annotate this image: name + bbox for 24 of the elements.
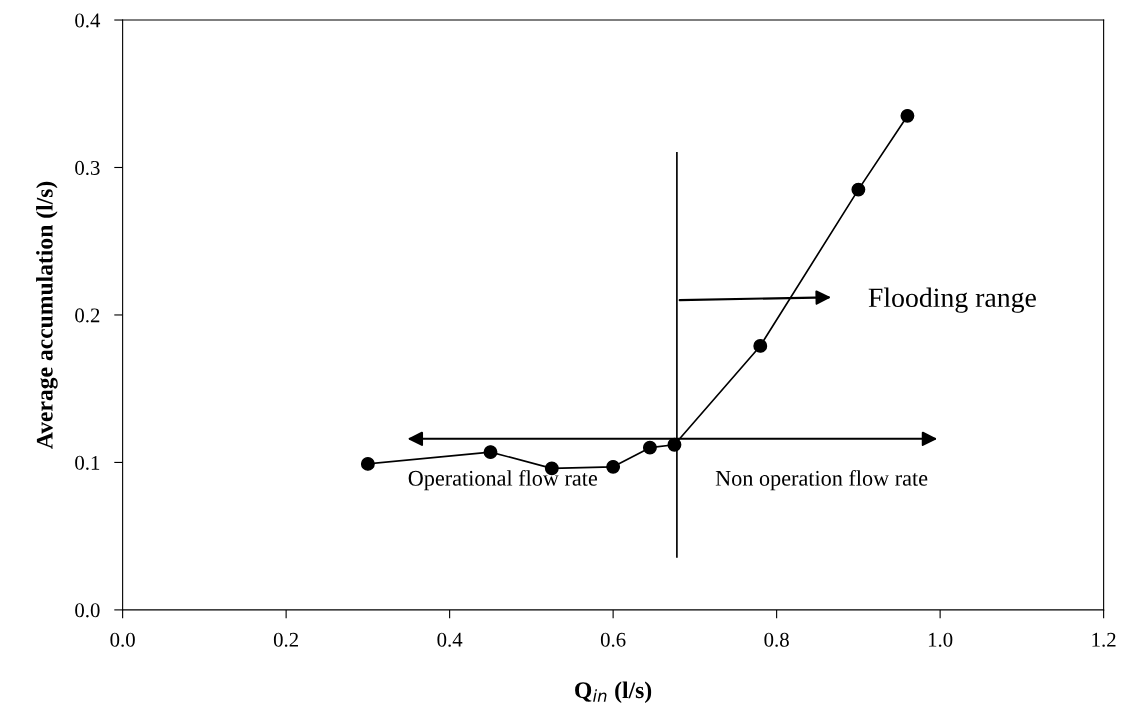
x-tick-label: 0.8 (764, 632, 789, 647)
x-tick-label: 0.0 (110, 632, 135, 647)
point (851, 182, 866, 197)
annotation: Operational flow rate (408, 469, 598, 491)
point (900, 108, 915, 123)
x-tick-label: 1.0 (928, 632, 953, 647)
x-tick-label: 0.4 (437, 632, 463, 647)
x-axis-title: Q$_{in}$ (l/s) (575, 681, 652, 703)
point (483, 445, 498, 460)
point (606, 459, 621, 474)
x-tick-label: 0.6 (600, 632, 626, 647)
annotation: Non operation flow rate (715, 469, 928, 491)
x-tick-label: 0.2 (273, 632, 298, 647)
y-tick-label: 0.3 (75, 160, 100, 176)
y-tick-label: 0.2 (75, 308, 100, 323)
y-tick-label: 0.4 (75, 13, 101, 28)
point (753, 338, 768, 353)
annotation: Flooding range (868, 287, 1036, 313)
point (360, 456, 375, 471)
x-tick-label: 1.2 (1092, 632, 1116, 647)
y-tick-label: 0.0 (75, 603, 100, 618)
y-axis-title: Average accumulation (l/s) (36, 181, 58, 449)
point (642, 440, 657, 455)
y-tick-label: 0.1 (75, 455, 100, 470)
